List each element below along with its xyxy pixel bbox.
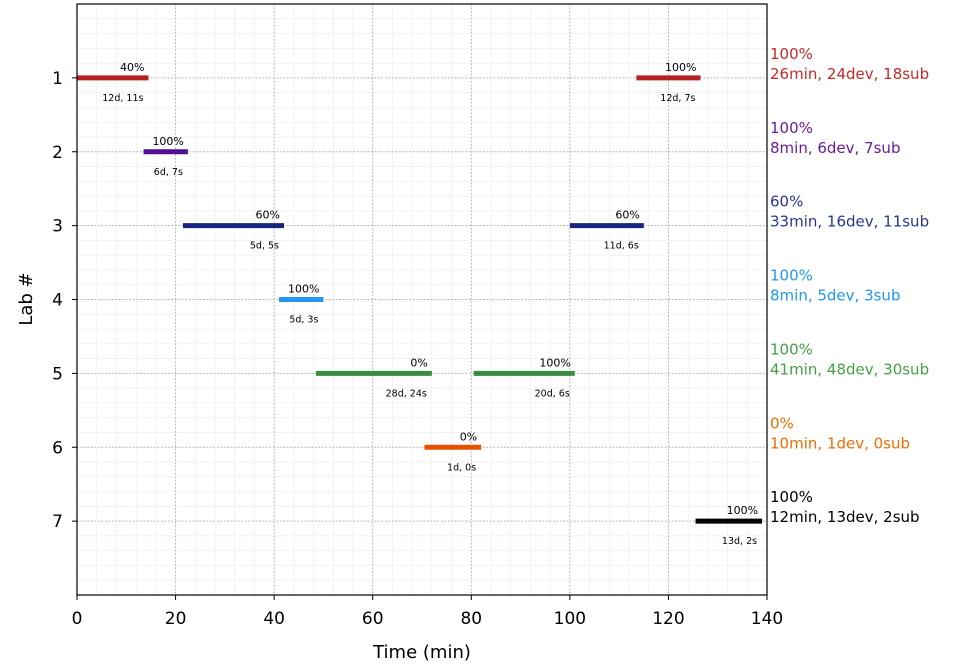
segment-percent-label: 0% [410,356,427,369]
y-tick-label: 7 [52,512,63,532]
summary-percent: 100% [770,45,813,63]
summary-percent: 60% [770,193,803,211]
segment-detail-label: 5d, 3s [289,315,318,326]
segment-detail-label: 20d, 6s [535,388,570,399]
segment-percent-label: 100% [727,504,758,517]
summary-percent: 0% [770,414,794,432]
x-axis-ticks: 0 20 40 60 80 100 120 140 [72,595,783,629]
segment-detail-label: 12d, 11s [102,93,143,104]
segment-percent-label: 100% [152,135,183,148]
x-tick-label: 60 [362,609,384,629]
segment-percent-label: 40% [120,61,144,74]
segment-detail-label: 11d, 6s [604,241,639,252]
segment-detail-label: 28d, 24s [386,388,427,399]
y-axis-ticks: 1 2 3 4 5 6 7 [52,69,77,532]
summary-percent: 100% [770,119,813,137]
segment-detail-label: 6d, 7s [154,167,183,178]
summary-detail: 33min, 16dev, 11sub [770,213,929,231]
segment-percent-label: 60% [256,209,280,222]
y-tick-label: 2 [52,143,63,163]
y-tick-label: 4 [52,291,63,311]
summary-detail: 8min, 6dev, 7sub [770,139,900,157]
y-axis-title: Lab # [16,272,37,325]
summary-percent: 100% [770,488,813,506]
x-tick-label: 80 [460,609,482,629]
summary-detail: 26min, 24dev, 18sub [770,65,929,83]
x-tick-label: 40 [263,609,285,629]
x-tick-label: 20 [165,609,187,629]
y-tick-label: 5 [52,364,63,384]
segment-detail-label: 13d, 2s [722,536,757,547]
summary-percent: 100% [770,267,813,285]
lab-summaries: 100% 26min, 24dev, 18sub 100% 8min, 6dev, 7… [770,45,929,526]
segment-detail-label: 12d, 7s [660,93,695,104]
segment-detail-label: 5d, 5s [250,241,279,252]
segment-percent-label: 100% [665,61,696,74]
segment-percent-label: 60% [615,209,639,222]
y-tick-label: 3 [52,217,63,237]
segment-percent-label: 100% [539,356,570,369]
segments: 40% 12d, 11s 100% 12d, 7s 100% 6d, 7s 60% 5d, 5… [77,61,763,547]
summary-detail: 41min, 48dev, 30sub [770,360,929,378]
segment-percent-label: 100% [288,283,319,296]
x-tick-label: 0 [72,609,83,629]
summary-detail: 12min, 13dev, 2sub [770,508,920,526]
y-tick-label: 6 [52,438,63,458]
segment-detail-label: 1d, 0s [447,462,476,473]
summary-detail: 10min, 1dev, 0sub [770,434,910,452]
segment-percent-label: 0% [460,430,477,443]
x-tick-label: 140 [751,609,783,629]
x-axis-title: Time (min) [372,642,471,663]
x-tick-label: 120 [652,609,684,629]
y-tick-label: 1 [52,69,63,89]
summary-detail: 8min, 5dev, 3sub [770,287,900,305]
x-tick-label: 100 [554,609,586,629]
summary-percent: 100% [770,340,813,358]
